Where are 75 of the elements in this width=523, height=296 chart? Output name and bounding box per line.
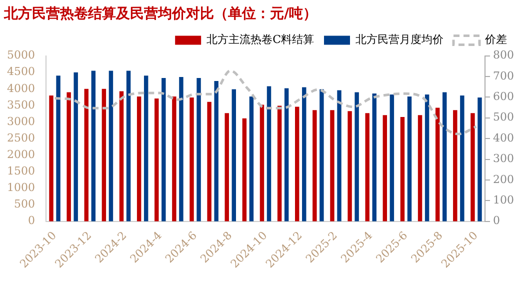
- bar: [56, 76, 60, 222]
- bar: [453, 110, 458, 222]
- bar: [154, 98, 159, 222]
- y-tick-label: 1500: [6, 164, 35, 178]
- y-tick-label: 4000: [6, 82, 35, 95]
- bar: [162, 78, 166, 222]
- y-tick-label: 1000: [6, 181, 35, 194]
- y2-tick-label: 100: [493, 194, 514, 207]
- bar: [207, 102, 212, 222]
- bar: [435, 108, 440, 222]
- bar: [354, 92, 359, 222]
- line-series: [54, 69, 478, 136]
- y-tick-label: 3500: [6, 98, 35, 112]
- y-tick-label: 0: [28, 214, 35, 228]
- bar: [108, 70, 114, 222]
- bar: [179, 76, 184, 222]
- bar: [372, 94, 376, 222]
- bar: [478, 98, 482, 222]
- y-tick-label: 3000: [6, 114, 35, 128]
- bar: [442, 92, 447, 222]
- y-tick-label: 4500: [6, 65, 35, 78]
- y2-tick-label: 0: [493, 214, 500, 228]
- bar: [260, 104, 264, 222]
- bar: [214, 80, 218, 222]
- y-tick-label: 500: [14, 198, 35, 211]
- bar: [102, 88, 106, 222]
- bar: [312, 110, 317, 222]
- bar: [302, 87, 306, 222]
- bar: [136, 96, 142, 222]
- y2-tick-label: 600: [493, 90, 514, 104]
- bar: [242, 118, 247, 222]
- chart-title: 北方民营热卷结算及民营均价对比（单位：元/吨）: [3, 5, 318, 22]
- bar: [418, 115, 422, 222]
- legend-label: 北方主流热卷C料结算: [206, 33, 314, 46]
- bar: [144, 76, 148, 222]
- bar: [295, 106, 300, 222]
- y2-tick-label: 800: [493, 48, 514, 62]
- bar: [232, 89, 236, 222]
- bar: [91, 70, 96, 222]
- bar: [277, 106, 282, 222]
- bar: [330, 110, 334, 222]
- bar: [348, 111, 352, 222]
- bar: [382, 115, 388, 222]
- bar: [66, 92, 71, 222]
- bar: [249, 96, 254, 222]
- bar: [119, 91, 124, 222]
- bar: [390, 94, 394, 222]
- y-tick-label: 2500: [6, 131, 35, 144]
- bar: [190, 98, 194, 222]
- y2-tick-label: 400: [493, 131, 514, 144]
- bar: [74, 72, 78, 222]
- legend-label: 北方民营月度均价: [356, 33, 444, 46]
- bar: [224, 113, 229, 222]
- bar: [196, 78, 201, 222]
- y2-tick-label: 500: [493, 110, 514, 124]
- bar: [320, 89, 324, 222]
- bar: [400, 117, 405, 222]
- bar: [424, 94, 430, 222]
- bar: [266, 86, 272, 222]
- bar: [172, 96, 176, 222]
- bar: [460, 96, 464, 222]
- bar: [126, 70, 131, 222]
- bar: [337, 90, 342, 222]
- y2-tick-label: 200: [493, 172, 514, 186]
- legend-label: 价差: [484, 33, 507, 46]
- bar: [365, 113, 370, 222]
- y2-tick-label: 300: [493, 152, 514, 166]
- y2-tick-label: 700: [493, 69, 514, 82]
- y-tick-label: 2000: [6, 148, 35, 161]
- bar: [407, 96, 412, 222]
- y-tick-label: 5000: [6, 48, 35, 62]
- bar: [49, 96, 54, 222]
- bar: [284, 88, 289, 222]
- bar: [470, 113, 475, 222]
- bar: [84, 88, 88, 222]
